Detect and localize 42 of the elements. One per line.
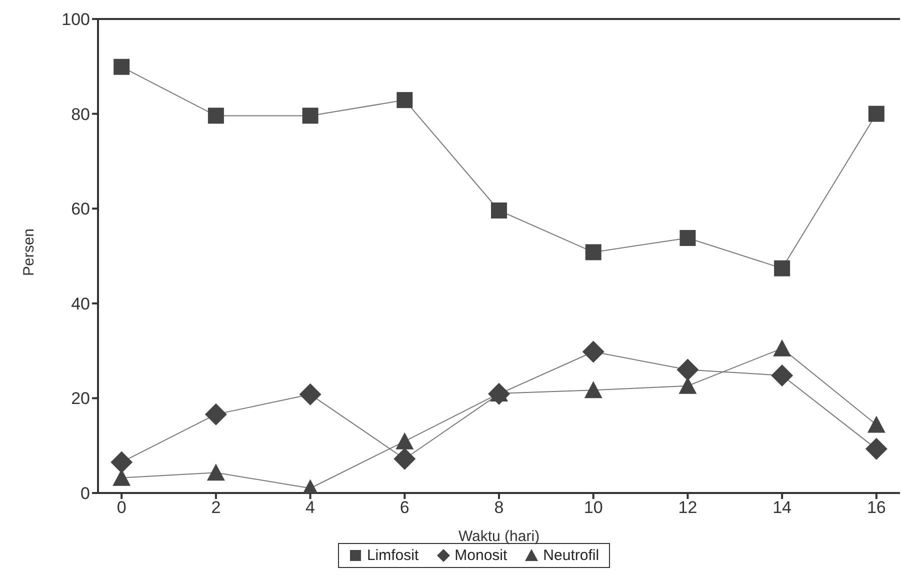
x-tick-label: 2 xyxy=(211,498,221,518)
point xyxy=(491,202,507,218)
x-axis-title: Waktu (hari) xyxy=(458,528,540,545)
point xyxy=(394,448,416,470)
point xyxy=(680,230,696,246)
point xyxy=(396,92,413,108)
x-tick-label: 12 xyxy=(678,498,698,518)
y-axis-title: Persen xyxy=(20,228,38,276)
x-tick-label: 0 xyxy=(116,498,126,518)
point xyxy=(114,58,130,75)
y-tick-label: 40 xyxy=(71,294,90,314)
y-tick-label: 0 xyxy=(80,484,90,504)
y-tick-label: 20 xyxy=(71,389,90,408)
x-tick-label: 16 xyxy=(866,498,886,518)
point xyxy=(771,364,794,386)
legend-label: Monosit xyxy=(454,547,508,564)
x-tick-label: 14 xyxy=(772,498,792,518)
point xyxy=(208,108,224,124)
legend-label: Neutrofil xyxy=(542,547,600,564)
legend-label: Limfosit xyxy=(366,547,419,564)
y-tick-label: 60 xyxy=(71,200,90,219)
point xyxy=(110,451,133,474)
y-tick-label: 80 xyxy=(71,104,90,124)
point xyxy=(585,244,602,260)
point xyxy=(773,339,792,356)
y-tick-label: 100 xyxy=(62,10,90,30)
point xyxy=(584,381,602,398)
point xyxy=(865,438,888,460)
point xyxy=(676,358,699,381)
point xyxy=(868,106,884,122)
x-tick-label: 8 xyxy=(494,498,504,518)
point xyxy=(867,416,886,433)
point xyxy=(204,403,227,426)
x-tick-label: 6 xyxy=(400,498,410,518)
x-tick-label: 4 xyxy=(306,498,316,518)
point xyxy=(299,383,322,406)
point xyxy=(582,340,604,363)
x-tick-label: 10 xyxy=(584,498,603,518)
point xyxy=(206,464,225,481)
point xyxy=(396,432,414,450)
point xyxy=(302,108,318,124)
point xyxy=(774,260,790,276)
